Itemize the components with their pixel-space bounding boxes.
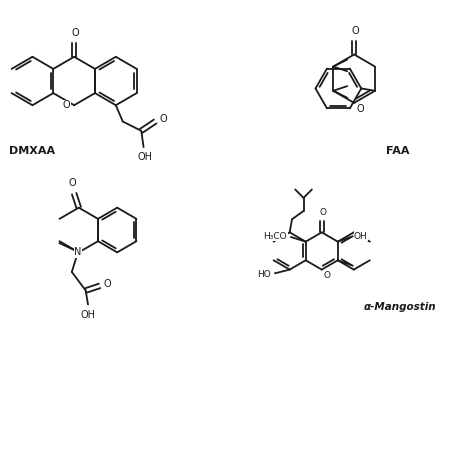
Text: FAA: FAA [386,146,410,156]
Text: O: O [323,271,330,280]
Text: N: N [74,247,82,257]
Text: OH: OH [81,310,96,320]
Text: O: O [319,208,326,217]
Text: O: O [351,26,359,36]
Text: O: O [103,279,111,289]
Text: O: O [160,114,167,124]
Text: OH: OH [354,232,368,241]
Text: DMXAA: DMXAA [9,146,55,156]
Text: α-Mangostin: α-Mangostin [364,302,437,312]
Text: OH: OH [137,152,152,162]
Text: H₃CO: H₃CO [264,232,287,241]
Text: O: O [71,28,79,38]
Text: HO: HO [257,270,271,279]
Text: O: O [63,100,71,110]
Text: O: O [68,178,76,188]
Text: O: O [356,104,364,114]
